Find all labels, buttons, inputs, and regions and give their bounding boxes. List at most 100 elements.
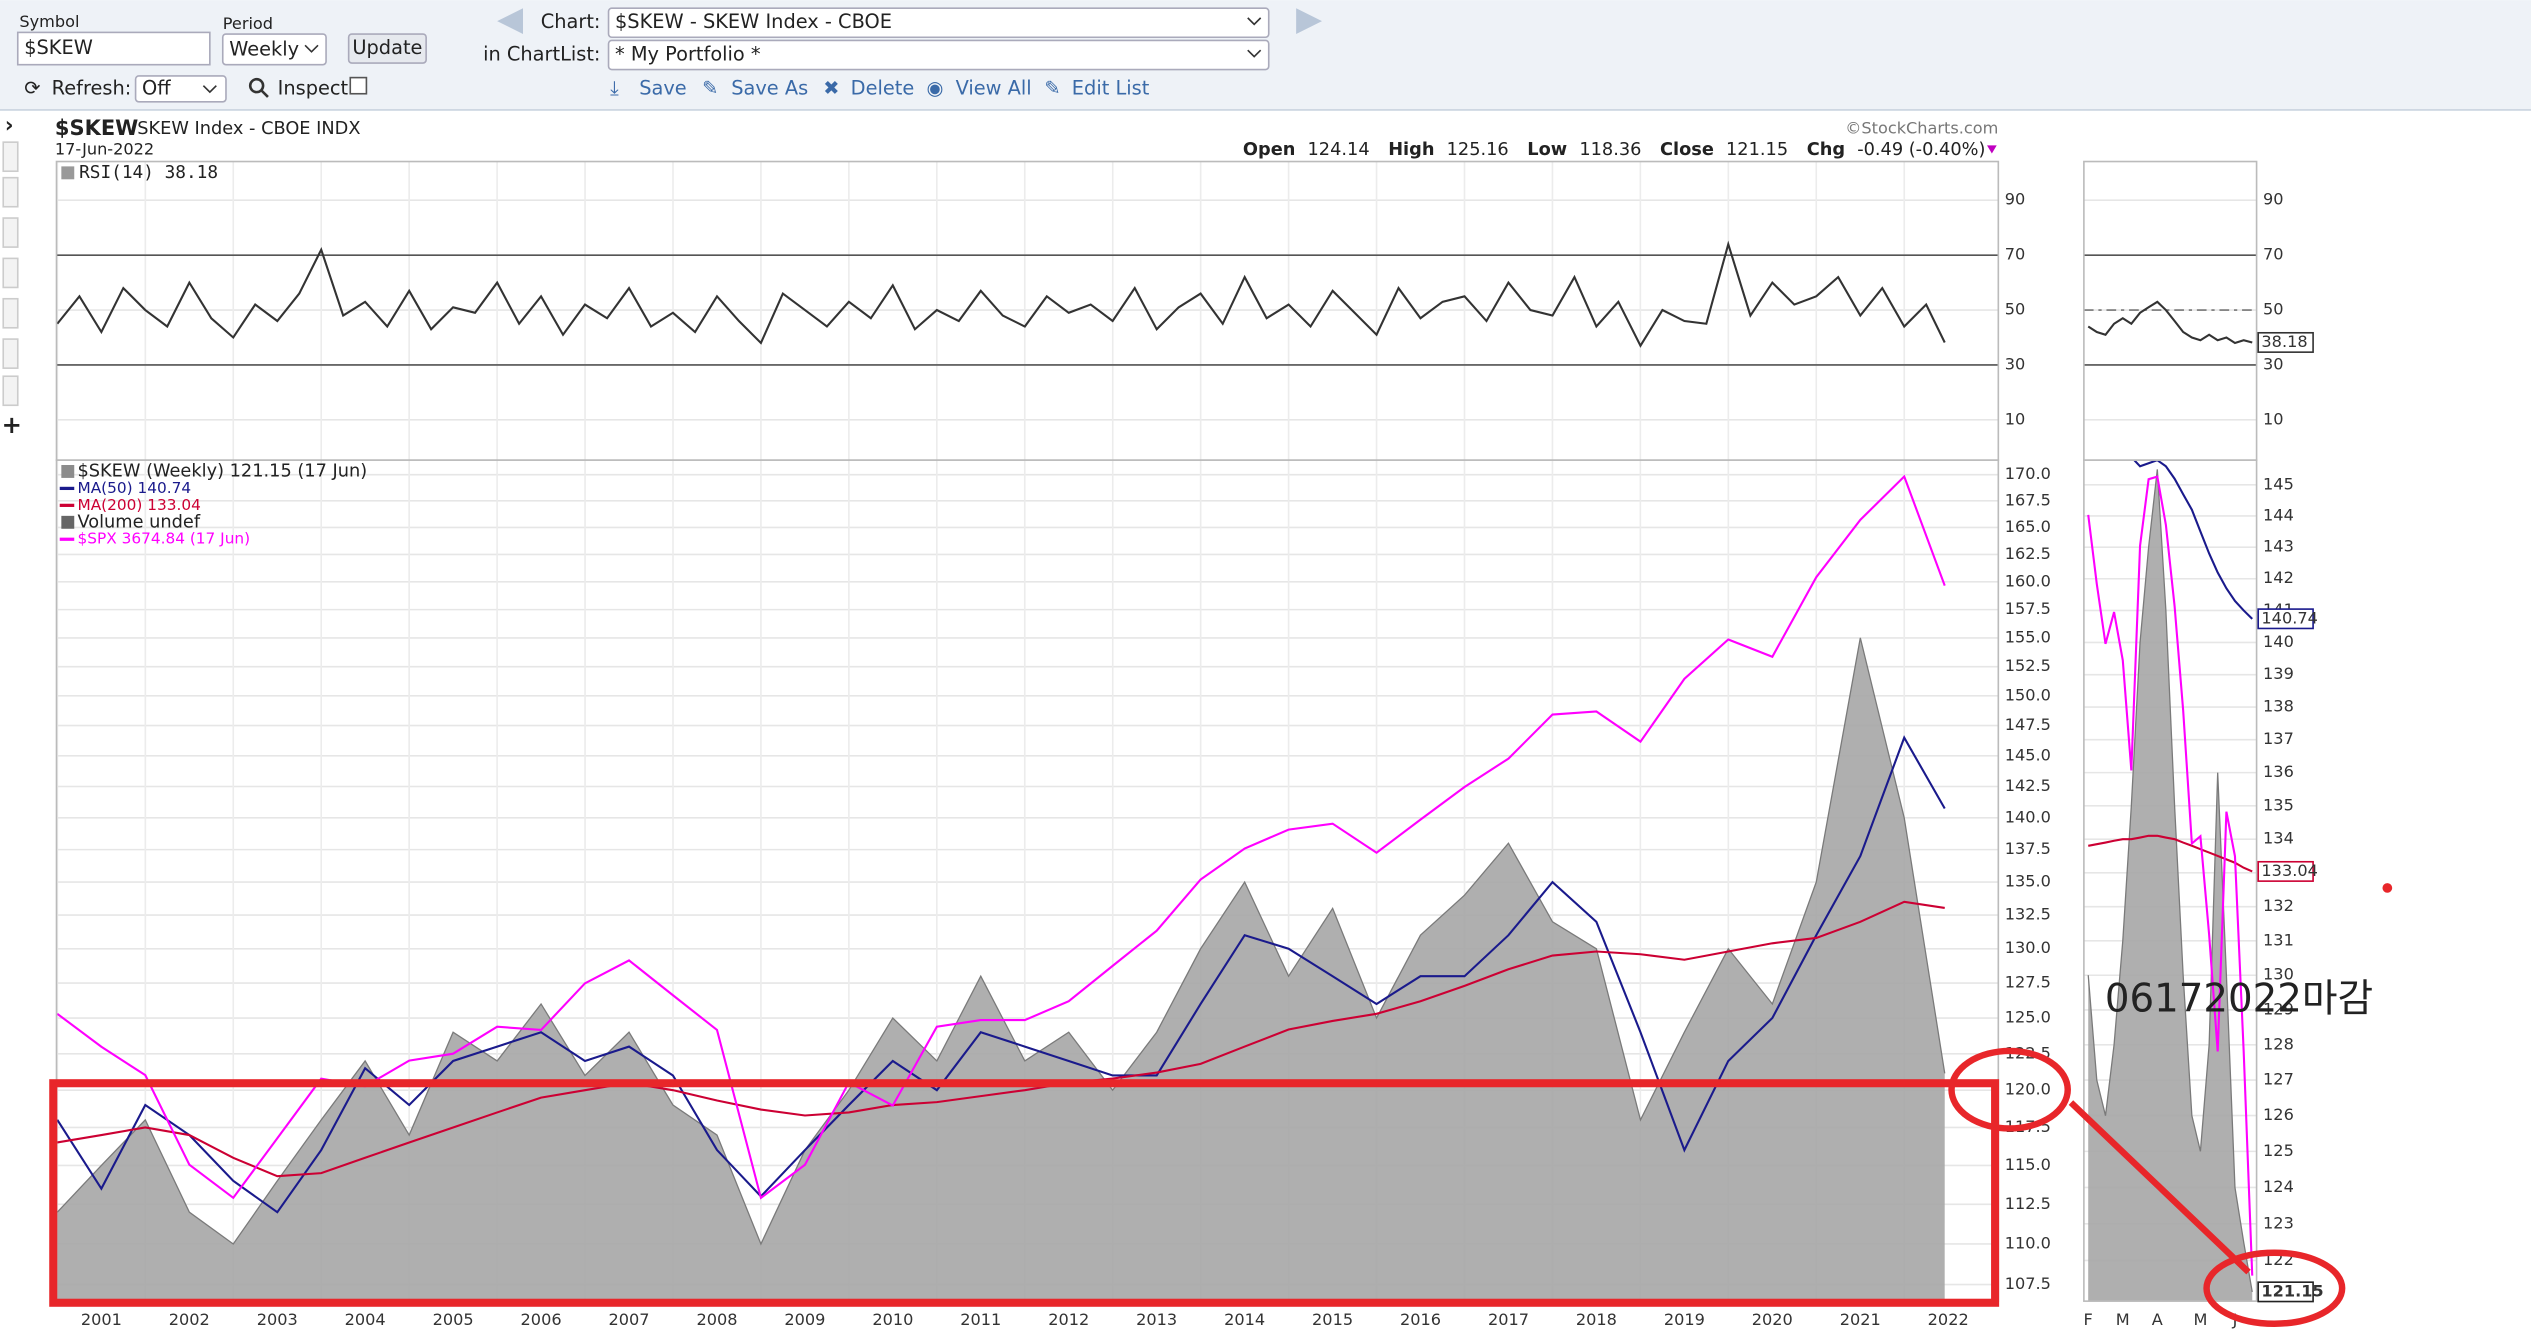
- next-arrow[interactable]: [1296, 8, 1322, 35]
- plot-area: [2087, 460, 2254, 1302]
- chevron: [304, 44, 319, 53]
- sidebar-tab[interactable]: [2, 297, 19, 329]
- annotation-box: [49, 1079, 2000, 1307]
- inspect-icon: [248, 77, 265, 94]
- annotation-dot: [2382, 883, 2393, 893]
- y-tick-label: 131: [2263, 930, 2294, 949]
- inspect-checkbox[interactable]: [349, 76, 368, 95]
- y-tick-label: 50: [2263, 300, 2284, 319]
- quote-value: 125.16: [1447, 140, 1509, 160]
- panel-border: [2083, 459, 2258, 1302]
- refresh-value[interactable]: Off: [142, 76, 171, 99]
- save-link[interactable]: Save: [639, 76, 687, 99]
- y-tick-label: 132: [2263, 896, 2294, 915]
- y-tick-label: 10: [2005, 409, 2026, 428]
- view-all-link[interactable]: View All: [956, 76, 1032, 99]
- x-tick-label: 2007: [608, 1310, 649, 1329]
- period-value[interactable]: Weekly: [229, 38, 299, 61]
- chartlist-select[interactable]: [607, 39, 1270, 71]
- sidebar-tab[interactable]: [2, 257, 19, 289]
- series-line: [2087, 475, 2254, 1276]
- value-tag-label: 121.15: [2261, 1281, 2323, 1300]
- y-tick-label: 137: [2263, 729, 2294, 748]
- x-tick-label: M: [2193, 1310, 2207, 1329]
- chart-select[interactable]: [607, 7, 1270, 39]
- y-tick-label: 130.0: [2005, 938, 2051, 957]
- x-tick-label: 2001: [81, 1310, 122, 1329]
- sidebar-tab[interactable]: [2, 176, 19, 208]
- x-tick-label: 2011: [960, 1310, 1001, 1329]
- legend-label: $SKEW (Weekly) 121.15 (17 Jun): [77, 461, 367, 481]
- delete-link[interactable]: Delete: [851, 76, 915, 99]
- sidebar-arrow[interactable]: ›: [5, 113, 14, 137]
- x-tick-label: 2013: [1136, 1310, 1177, 1329]
- sidebar-add[interactable]: +: [2, 411, 22, 439]
- annotation-circle: [2203, 1249, 2346, 1327]
- panel-title: RSI(14) 38.18: [79, 163, 218, 183]
- quote-value: 121.15: [1726, 140, 1788, 160]
- y-tick-label: 112.5: [2005, 1194, 2051, 1213]
- refresh-label: Refresh:: [52, 76, 132, 99]
- quote-value: -0.49 (-0.40%): [1857, 140, 1985, 160]
- area-fill: [57, 637, 1945, 1302]
- update-label[interactable]: Update: [352, 36, 422, 59]
- y-tick-label: 126: [2263, 1105, 2294, 1124]
- legend-label: Volume undef: [77, 512, 200, 532]
- source: ©StockCharts.com: [1845, 119, 1998, 138]
- update-button[interactable]: [347, 33, 427, 64]
- y-tick-label: 10: [2263, 409, 2284, 428]
- y-tick-label: 170.0: [2005, 464, 2051, 483]
- save-as-link[interactable]: Save As: [731, 76, 808, 99]
- y-tick-label: 115.0: [2005, 1155, 2051, 1174]
- refresh-select[interactable]: [134, 75, 227, 103]
- x-tick-label: 2008: [696, 1310, 737, 1329]
- x-tick-label: 2016: [1400, 1310, 1441, 1329]
- header-name: SKEW Index - CBOE INDX: [137, 119, 360, 139]
- prev-arrow[interactable]: [497, 8, 523, 35]
- chg-indicator: [1987, 145, 1997, 154]
- legend-swatch: [61, 465, 75, 478]
- y-tick-label: 30: [2263, 354, 2284, 373]
- y-tick-label: 162.5: [2005, 544, 2051, 563]
- y-tick-label: 157.5: [2005, 599, 2051, 618]
- area-fill: [2088, 469, 2253, 1302]
- y-tick-label: 132.5: [2005, 905, 2051, 924]
- annotation-circle: [1948, 1047, 2071, 1132]
- panel-bg: [56, 161, 1999, 461]
- series-line: [2087, 300, 2253, 345]
- sidebar-tab[interactable]: [2, 375, 19, 407]
- x-tick-label: M: [2116, 1310, 2130, 1329]
- y-tick-label: 140: [2263, 632, 2294, 651]
- period-select[interactable]: [221, 33, 327, 66]
- refresh-icon: ⟳: [24, 76, 40, 99]
- y-tick-label: 127.5: [2005, 973, 2051, 992]
- value-tag-label: 133.04: [2261, 861, 2317, 880]
- y-tick-label: 107.5: [2005, 1274, 2051, 1293]
- edit-list-link[interactable]: Edit List: [1072, 76, 1150, 99]
- chartlist-value[interactable]: * My Portfolio *: [615, 43, 761, 66]
- sidebar-tab[interactable]: [2, 338, 19, 369]
- x-tick-label: 2002: [169, 1310, 210, 1329]
- y-tick-label: 135.0: [2005, 872, 2051, 891]
- x-tick-label: 2005: [433, 1310, 474, 1329]
- x-tick-label: 2015: [1312, 1310, 1353, 1329]
- edit-icon: ✎: [1044, 76, 1060, 99]
- annotation-text: 06172022마감: [2105, 976, 2373, 1021]
- chart-value[interactable]: $SKEW - SKEW Index - CBOE: [615, 10, 892, 33]
- sidebar-tab[interactable]: [2, 217, 19, 248]
- x-tick-label: 2020: [1752, 1310, 1793, 1329]
- y-tick-label: 136: [2263, 762, 2294, 781]
- sidebar-tab[interactable]: [2, 141, 19, 173]
- y-tick-label: 160.0: [2005, 571, 2051, 590]
- y-tick-label: 145.0: [2005, 745, 2051, 764]
- value-tag: [2257, 860, 2314, 882]
- symbol-input[interactable]: [16, 31, 211, 66]
- period-label: Period: [223, 14, 273, 33]
- y-tick-label: 165.0: [2005, 517, 2051, 536]
- save-icon: ⤓: [610, 76, 619, 99]
- x-tick-label: 2021: [1840, 1310, 1881, 1329]
- delete-icon: ✖: [823, 76, 839, 99]
- symbol-value[interactable]: $SKEW: [24, 36, 93, 59]
- y-tick-label: 128: [2263, 1034, 2294, 1053]
